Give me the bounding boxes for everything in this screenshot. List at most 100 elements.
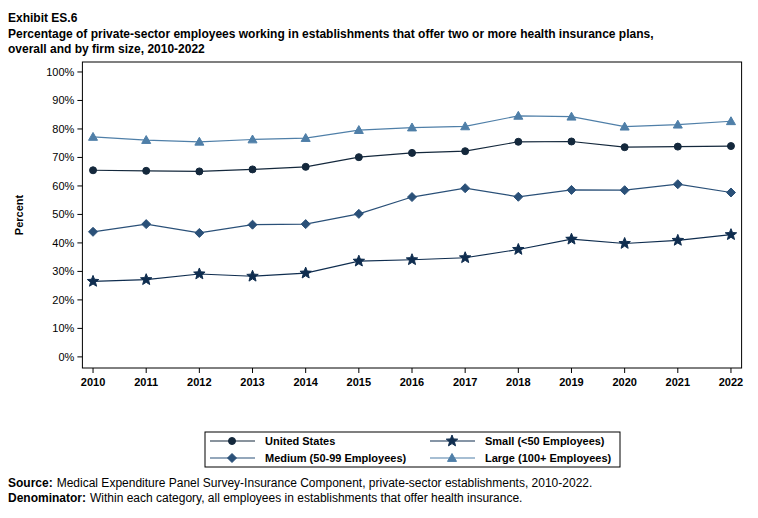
series-line	[93, 184, 731, 233]
x-tick	[93, 368, 94, 373]
legend-label: Medium (50-99 Employees)	[265, 452, 407, 464]
y-tick-label: 90%	[52, 94, 74, 106]
x-tick	[465, 368, 466, 373]
x-tick-label: 2022	[719, 376, 743, 388]
series-marker	[725, 229, 736, 240]
x-tick	[305, 368, 306, 373]
series-marker	[462, 148, 469, 155]
y-tick	[77, 328, 82, 329]
y-tick	[77, 242, 82, 243]
series-marker	[566, 233, 577, 244]
legend-marker	[229, 438, 236, 445]
plot-frame	[82, 62, 741, 368]
series-marker	[87, 275, 98, 286]
series-marker	[195, 228, 204, 237]
series-marker	[674, 143, 681, 150]
series-marker	[142, 220, 151, 229]
x-tick	[358, 368, 359, 373]
y-tick-label: 20%	[52, 294, 74, 306]
y-tick	[77, 271, 82, 272]
x-tick	[252, 368, 253, 373]
series-marker	[461, 122, 470, 130]
series-marker	[248, 220, 257, 229]
legend-marker	[446, 435, 457, 446]
series-marker	[406, 254, 417, 265]
y-tick-label: 70%	[52, 151, 74, 163]
x-tick-label: 2014	[293, 376, 318, 388]
series-marker	[620, 186, 629, 195]
y-tick-label: 10%	[52, 322, 74, 334]
x-tick-label: 2018	[506, 376, 530, 388]
y-tick-label: 30%	[52, 265, 74, 277]
x-tick-label: 2021	[666, 376, 690, 388]
x-tick	[146, 368, 147, 373]
series-marker	[355, 154, 362, 161]
x-tick	[677, 368, 678, 373]
series-line	[93, 235, 731, 282]
series-marker	[194, 268, 205, 279]
series-marker	[248, 135, 257, 143]
x-tick-label: 2010	[81, 376, 105, 388]
legend-marker	[448, 454, 457, 462]
x-tick-label: 2012	[187, 376, 211, 388]
series-marker	[408, 193, 417, 202]
series-marker	[354, 126, 363, 134]
x-tick-label: 2017	[453, 376, 477, 388]
series-marker	[621, 144, 628, 151]
x-tick-label: 2015	[347, 376, 371, 388]
note: Source:Medical Expenditure Panel Survey-…	[8, 476, 592, 490]
y-tick	[77, 185, 82, 186]
series-marker	[301, 220, 310, 229]
series-marker	[302, 163, 309, 170]
series-marker	[568, 138, 575, 145]
series-marker	[673, 180, 682, 189]
series-marker	[513, 243, 524, 254]
series-marker	[726, 117, 735, 125]
y-tick-label: 60%	[52, 180, 74, 192]
series-marker	[90, 167, 97, 174]
y-tick	[77, 356, 82, 357]
series-marker	[515, 138, 522, 145]
x-tick-label: 2020	[612, 376, 636, 388]
y-tick	[77, 128, 82, 129]
y-tick	[77, 157, 82, 158]
legend-label: Small (<50 Employees)	[485, 435, 605, 447]
series-marker	[409, 149, 416, 156]
title: Percentage of private-sector employees w…	[8, 27, 654, 41]
y-tick	[77, 299, 82, 300]
data-layer	[87, 111, 736, 286]
series-marker	[142, 136, 151, 144]
series-marker	[353, 255, 364, 266]
x-tick	[199, 368, 200, 373]
x-tick	[730, 368, 731, 373]
series-marker	[408, 123, 417, 131]
series-marker	[301, 134, 310, 142]
chart: Exhibit ES.6Percentage of private-sector…	[0, 0, 758, 518]
series-marker	[196, 168, 203, 175]
series-marker	[195, 137, 204, 145]
x-tick	[518, 368, 519, 373]
series-line	[93, 116, 731, 142]
note: Denominator:Within each category, all em…	[8, 491, 522, 505]
series-marker	[727, 143, 734, 150]
series-marker	[247, 270, 258, 281]
series-marker	[300, 267, 311, 278]
x-tick	[412, 368, 413, 373]
note-text: Medical Expenditure Panel Survey-Insuran…	[57, 476, 593, 490]
series-marker	[89, 227, 98, 236]
series-marker	[249, 166, 256, 173]
note-text: Within each category, all employees in e…	[90, 491, 522, 505]
y-tick-label: 0%	[58, 351, 74, 363]
legend-label: United States	[265, 435, 335, 447]
legend-box	[205, 432, 620, 467]
title: overall and by firm size, 2010-2022	[8, 42, 205, 56]
y-tick	[77, 214, 82, 215]
x-tick-label: 2019	[559, 376, 583, 388]
y-axis-label: Percent	[13, 194, 25, 235]
x-tick-label: 2016	[400, 376, 424, 388]
y-tick-label: 80%	[52, 123, 74, 135]
y-tick-label: 40%	[52, 237, 74, 249]
y-tick	[77, 71, 82, 72]
y-tick-label: 100%	[46, 66, 74, 78]
series-marker	[514, 192, 523, 201]
